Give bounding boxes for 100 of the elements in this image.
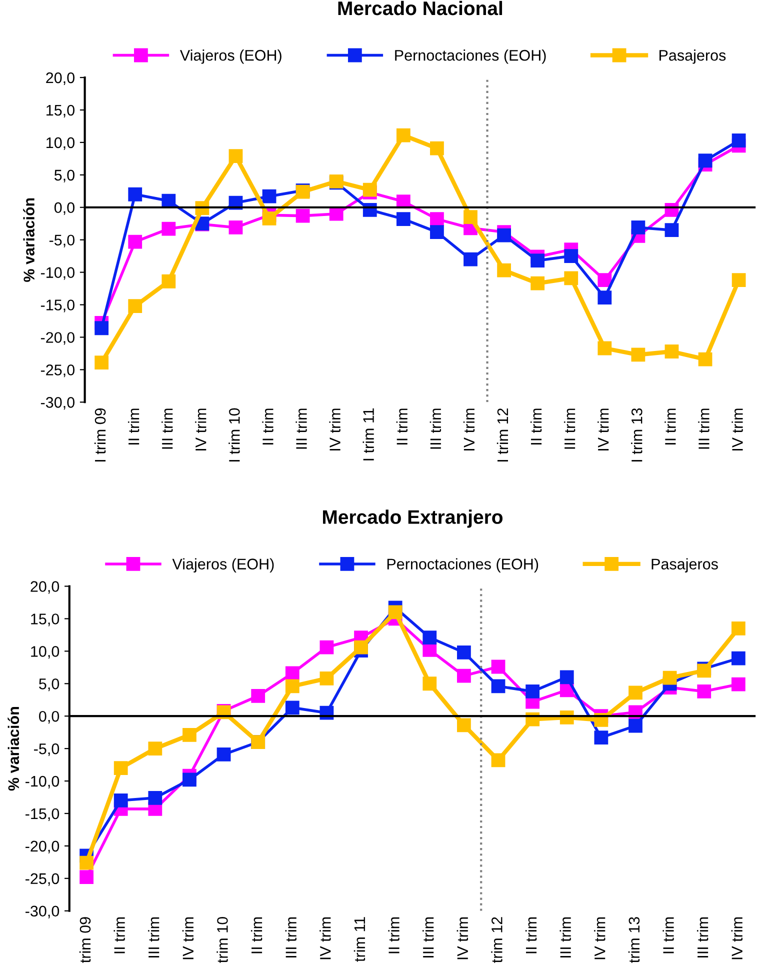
- point: [457, 646, 471, 660]
- y-tick-label: 0,0: [39, 710, 60, 724]
- point: [697, 684, 712, 698]
- x-tick-label: II trim: [530, 408, 542, 444]
- point: [430, 212, 444, 226]
- point: [251, 689, 266, 703]
- x-tick-label: II trim: [250, 917, 262, 954]
- point: [631, 220, 646, 234]
- point: [320, 640, 334, 654]
- point: [162, 274, 176, 288]
- x-tick-label: II trim: [114, 917, 125, 954]
- point: [162, 222, 176, 236]
- y-tick-label: -25,0: [40, 364, 74, 378]
- point: [560, 670, 574, 684]
- x-tick-label: III trim: [564, 408, 576, 449]
- point: [114, 761, 128, 775]
- point: [94, 356, 109, 370]
- point: [114, 794, 128, 808]
- y-tick-label: -5,0: [49, 234, 74, 248]
- point: [354, 640, 368, 654]
- point: [430, 141, 444, 156]
- x-tick-label: IV trim: [320, 917, 331, 960]
- y-tick-label: -15,0: [40, 300, 74, 312]
- point: [285, 666, 300, 680]
- x-tick-label: trim 09: [79, 917, 91, 963]
- x-tick-label: III trim: [422, 917, 434, 958]
- point: [320, 671, 334, 686]
- x-tick-label: I trim 10: [228, 408, 240, 462]
- point: [94, 321, 109, 336]
- point: [262, 189, 276, 204]
- y-tick-label: 15,0: [31, 614, 60, 626]
- point: [497, 263, 511, 278]
- point: [628, 718, 642, 733]
- x-tick-label: IV trim: [598, 408, 609, 450]
- point: [631, 348, 646, 362]
- point: [228, 149, 243, 164]
- x-tick-label: trim 10: [216, 917, 228, 963]
- legend-label: Pernoctaciones (EOH): [395, 50, 546, 64]
- x-tick-label: III trim: [560, 917, 571, 958]
- point: [526, 684, 540, 698]
- point: [430, 225, 444, 239]
- point: [128, 299, 142, 313]
- point: [148, 742, 162, 756]
- y-tick-label: -5,0: [34, 743, 60, 756]
- point: [664, 344, 679, 358]
- x-tick-label: II trim: [664, 408, 676, 444]
- point: [457, 718, 471, 732]
- point: [491, 753, 506, 768]
- x-tick-label: I trim 09: [94, 408, 106, 462]
- x-tick-label: IV trim: [182, 917, 194, 960]
- y-tick-label: 0,0: [54, 202, 74, 215]
- y-tick-label: 10,0: [46, 137, 74, 150]
- point: [182, 728, 196, 742]
- x-tick-label: III trim: [162, 408, 173, 449]
- point: [564, 249, 578, 264]
- y-tick-label: 5,0: [54, 170, 74, 182]
- point: [732, 273, 746, 288]
- x-tick-label: II trim: [662, 917, 674, 954]
- point: [598, 341, 612, 356]
- point: [228, 220, 243, 234]
- point: [731, 622, 746, 636]
- x-tick-label: II trim: [396, 408, 408, 444]
- point: [362, 182, 377, 197]
- x-tick-label: IV trim: [463, 408, 475, 450]
- point: [491, 679, 506, 694]
- x-tick-label: I trim 13: [631, 408, 642, 462]
- point: [662, 670, 677, 685]
- x-tick-label: trim 12: [491, 917, 502, 963]
- point: [422, 642, 437, 657]
- y-tick-label: -10,0: [40, 267, 74, 280]
- point: [262, 211, 276, 226]
- x-tick-label: III trim: [296, 408, 307, 449]
- legend-label: Pasajeros: [660, 50, 726, 64]
- point: [731, 677, 746, 692]
- point: [464, 252, 478, 266]
- point: [422, 676, 437, 691]
- point: [698, 154, 712, 168]
- point: [148, 790, 162, 805]
- point: [698, 352, 712, 366]
- y-tick-label: 15,0: [46, 104, 74, 118]
- y-tick-label: 5,0: [39, 678, 60, 692]
- y-tick-label: -25,0: [26, 873, 60, 886]
- x-tick-label: III trim: [148, 917, 160, 958]
- y-tick-label: 20,0: [30, 581, 60, 594]
- point: [285, 700, 300, 715]
- point: [732, 134, 746, 148]
- y-tick-label: 10,0: [31, 646, 60, 659]
- point: [80, 870, 94, 884]
- y-axis-title: % variación: [8, 707, 20, 791]
- point: [128, 187, 142, 202]
- point: [731, 651, 746, 666]
- x-tick-label: II trim: [262, 408, 274, 444]
- point: [128, 234, 142, 249]
- chart-title: Mercado Extranjero: [323, 510, 502, 528]
- y-tick-label: 20,0: [46, 72, 74, 86]
- point: [530, 254, 545, 268]
- x-tick-label: II trim: [525, 917, 537, 954]
- y-tick-label: -30,0: [26, 906, 60, 918]
- x-tick-label: IV trim: [731, 917, 742, 960]
- point: [285, 679, 300, 694]
